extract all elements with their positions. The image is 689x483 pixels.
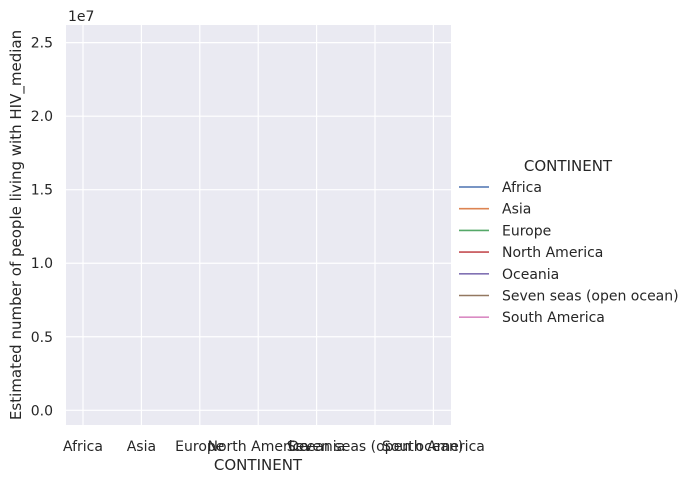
legend-label: Africa (502, 180, 542, 196)
x-tick-label: Europe (175, 439, 224, 455)
x-tick-label: Asia (127, 439, 156, 455)
legend-item: South America (459, 310, 605, 326)
legend-item: Europe (459, 223, 551, 239)
legend-label: Europe (502, 223, 551, 239)
legend-item: Oceania (459, 267, 559, 283)
legend-label: Asia (502, 202, 531, 218)
y-tick-labels: 0.0 0.5 1.0 1.5 2.0 2.5 (31, 36, 53, 420)
legend-label: Oceania (502, 267, 559, 283)
x-tick-label: North America (208, 439, 309, 455)
legend-label: North America (502, 245, 603, 261)
y-offset-label: 1e7 (68, 9, 94, 25)
y-tick-label: 1.0 (31, 256, 53, 272)
legend-item: Asia (459, 202, 531, 218)
legend: CONTINENT Africa Asia Europe North America O… (459, 157, 679, 326)
y-tick-label: 1.5 (31, 183, 53, 199)
x-gridlines (82, 25, 434, 425)
x-tick-label: South America (382, 439, 485, 455)
legend-item: Seven seas (open ocean) (459, 289, 679, 305)
legend-label: South America (502, 310, 605, 326)
x-tick-label: Seven seas (open ocean) (287, 439, 464, 455)
y-gridlines (66, 42, 451, 411)
legend-title: CONTINENT (524, 157, 613, 175)
y-tick-label: 2.5 (31, 36, 53, 52)
y-tick-label: 2.0 (31, 109, 53, 125)
y-tick-label: 0.0 (31, 403, 53, 419)
legend-item: North America (459, 245, 603, 261)
x-tick-label: Africa (63, 439, 103, 455)
y-tick-label: 0.5 (31, 330, 53, 346)
y-axis-title: Estimated number of people living with H… (7, 30, 26, 420)
legend-label: Seven seas (open ocean) (502, 289, 679, 305)
legend-item: Africa (459, 180, 542, 196)
x-axis-title: CONTINENT (214, 456, 303, 474)
x-tick-label: Oceania (288, 439, 345, 455)
